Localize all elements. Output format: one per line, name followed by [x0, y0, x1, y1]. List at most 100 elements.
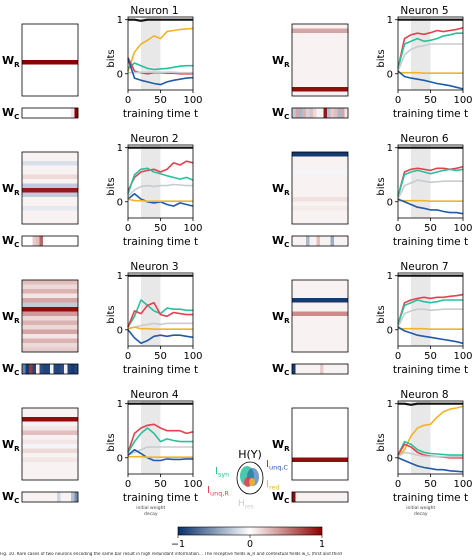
- x-tick-label: 0: [125, 479, 131, 490]
- wc-cell: [32, 108, 37, 118]
- wc-cell: [313, 492, 317, 502]
- neuron-title: Neuron 6: [400, 133, 448, 145]
- neuron-title: Neuron 8: [400, 389, 448, 401]
- wr-cell: [292, 64, 348, 70]
- x-tick-label: 50: [154, 351, 167, 362]
- legend-hy: H(Y): [238, 448, 262, 461]
- wc-cell: [302, 108, 307, 118]
- neuron-panel-7: Neuron 7 WR WC 0 1 0 50 100 bits training time t: [272, 261, 473, 377]
- x-axis-label: training time t: [123, 364, 198, 376]
- wr-cell: [22, 329, 78, 335]
- wr-cell: [292, 417, 348, 422]
- wr-cell: [22, 471, 78, 476]
- wr-cell: [22, 412, 78, 418]
- series-line-red: [398, 327, 463, 331]
- series-line-H: [398, 402, 463, 406]
- wc-cell: [32, 236, 37, 246]
- wc-cell: [295, 108, 300, 118]
- wc-frame: [291, 235, 349, 247]
- bits-plot: 0 1 0 50 100 bits training time t: [106, 271, 203, 376]
- wr-cell: [292, 444, 348, 449]
- wr-cell: [292, 46, 348, 52]
- wc-cell: [295, 236, 300, 246]
- wc-cell: [29, 364, 33, 374]
- wc-cell: [71, 364, 75, 374]
- wr-cell: [292, 316, 348, 321]
- wc-cell: [46, 364, 51, 374]
- wc-cell: [74, 492, 79, 502]
- wr-cell: [292, 329, 348, 335]
- x-tick-label: 0: [395, 223, 401, 234]
- wc-cell: [29, 492, 33, 502]
- wr-cell: [22, 435, 78, 440]
- wr-cell: [22, 462, 78, 467]
- wc-cell: [295, 364, 300, 374]
- wr-cell: [22, 466, 78, 472]
- wc-cell: [22, 108, 26, 118]
- wr-cell: [22, 316, 78, 321]
- series-line-syn: [127, 167, 194, 194]
- legend-syn: Isyn: [215, 466, 229, 479]
- x-tick-label: 100: [453, 95, 472, 106]
- wc-cell: [292, 364, 296, 374]
- wc-cell: [50, 236, 54, 246]
- wc-cell: [344, 236, 349, 246]
- wc-cell: [71, 492, 75, 502]
- x-tick-label: 50: [424, 479, 437, 490]
- wc-label: WC: [2, 490, 19, 505]
- wr-cell: [292, 201, 348, 207]
- wr-cell: [22, 73, 78, 79]
- wc-cell: [306, 108, 310, 118]
- wc-cell: [39, 236, 44, 246]
- wr-cell: [22, 170, 78, 175]
- wr-cell: [22, 60, 78, 65]
- wc-cell: [71, 236, 75, 246]
- wr-cell: [292, 347, 348, 353]
- wc-cell: [36, 492, 40, 502]
- wr-cell: [22, 51, 78, 56]
- colorbar-tick-label: 0: [247, 539, 253, 550]
- wc-cell: [302, 492, 307, 502]
- series-line-red: [127, 326, 193, 331]
- bits-plot: 0 1 0 50 100 bits training time t: [376, 271, 473, 376]
- x-tick-label: 0: [125, 95, 131, 106]
- colorbar-tick-label: −1: [171, 539, 185, 550]
- wc-cell: [53, 492, 58, 502]
- wr-label: WR: [272, 54, 290, 69]
- y-tick-label: 0: [117, 69, 123, 80]
- x-tick-label: 100: [453, 479, 472, 490]
- wr-cell: [292, 320, 348, 326]
- wc-cell: [43, 492, 47, 502]
- series-line-res: [397, 451, 463, 458]
- decay-band: [141, 401, 161, 474]
- wc-cell: [64, 492, 68, 502]
- wc-cell: [306, 364, 310, 374]
- series-line-syn: [397, 440, 463, 456]
- wr-cell: [292, 55, 348, 61]
- wc-cell: [320, 108, 324, 118]
- wc-cell: [53, 236, 58, 246]
- wr-cell: [22, 448, 78, 454]
- wc-cell: [334, 236, 338, 246]
- wr-cell: [22, 430, 78, 436]
- wc-cell: [344, 108, 349, 118]
- wc-frame: [21, 235, 79, 247]
- legend-unqc: Iunq,C: [266, 459, 288, 472]
- wc-cell: [323, 236, 328, 246]
- wr-cell: [22, 343, 78, 348]
- series-line-unqC: [127, 58, 194, 86]
- wr-cell: [22, 28, 78, 34]
- wr-label: WR: [272, 438, 290, 453]
- legend-outer-ellipse: [236, 461, 264, 495]
- x-tick-label: 50: [154, 223, 167, 234]
- wc-cell: [309, 492, 314, 502]
- wc-cell: [36, 108, 40, 118]
- wc-cell: [334, 492, 338, 502]
- x-axis-label: training time t: [393, 492, 468, 504]
- series-line-res: [127, 446, 193, 456]
- wr-cell: [292, 453, 348, 458]
- wr-frame: [21, 151, 79, 225]
- wr-cell: [292, 28, 348, 34]
